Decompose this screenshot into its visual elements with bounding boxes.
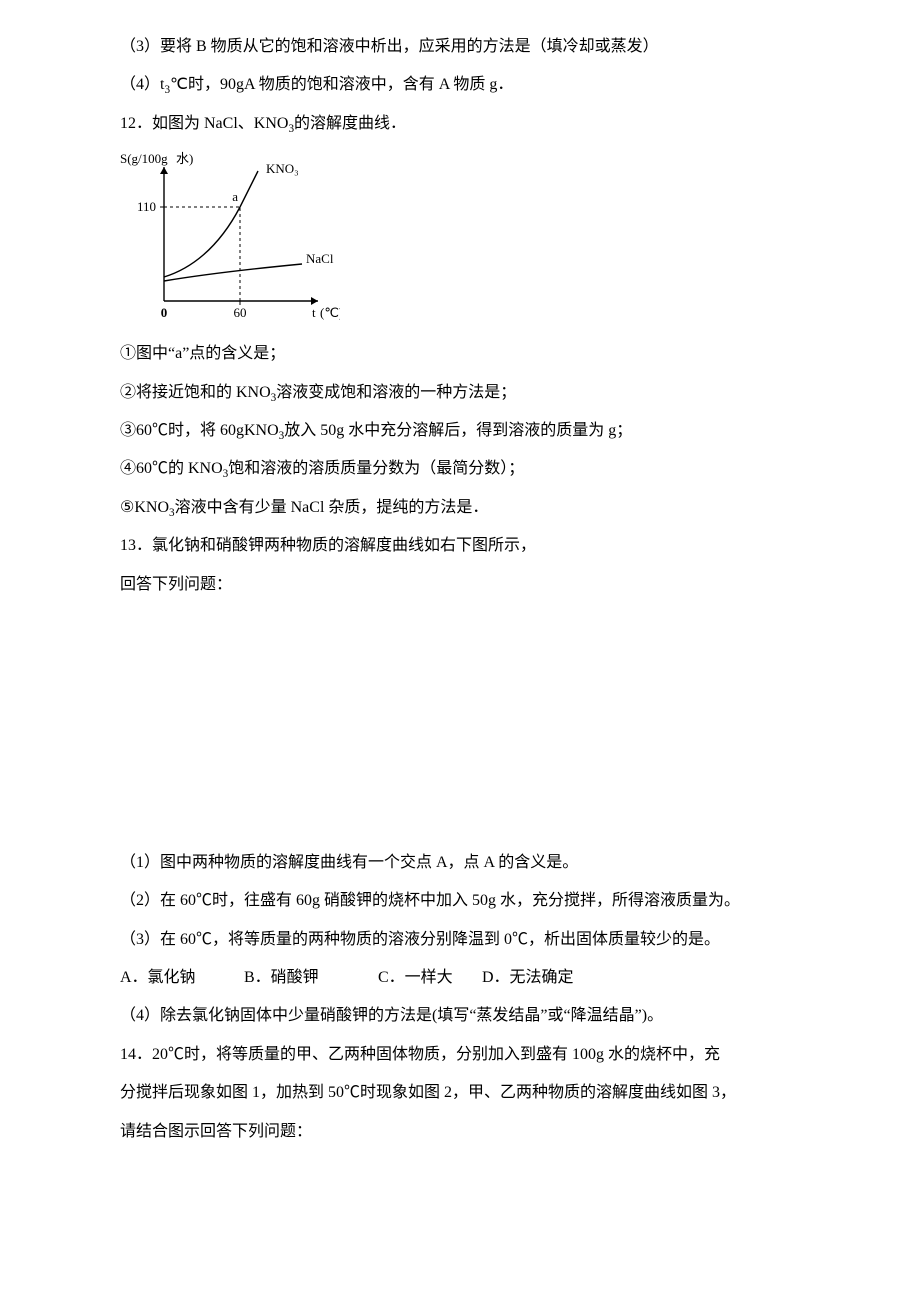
text-line: ②将接近饱和的 KNO3溶液变成饱和溶液的一种方法是； bbox=[120, 374, 800, 412]
svg-text:a: a bbox=[232, 189, 238, 204]
text-fragment: （4）t bbox=[120, 76, 164, 93]
svg-text:t: t bbox=[312, 305, 316, 320]
svg-text:110: 110 bbox=[137, 199, 156, 214]
svg-text:0: 0 bbox=[161, 305, 168, 320]
option-a: A．氯化钠 bbox=[120, 959, 240, 997]
text-line: （3）在 60℃，将等质量的两种物质的溶液分别降温到 0℃，析出固体质量较少的是… bbox=[120, 921, 800, 959]
text-fragment: 溶液中含有少量 NaCl 杂质，提纯的方法是． bbox=[175, 499, 489, 516]
svg-text:60: 60 bbox=[234, 305, 247, 320]
text-fragment: 饱和溶液的溶质质量分数为（最简分数）； bbox=[228, 460, 524, 477]
blank-space bbox=[120, 604, 800, 844]
text-line: ①图中“a”点的含义是； bbox=[120, 335, 800, 373]
text-fragment: 溶液变成饱和溶液的一种方法是； bbox=[276, 384, 516, 401]
text-line: 14．20℃时，将等质量的甲、乙两种固体物质，分别加入到盛有 100g 水的烧杯… bbox=[120, 1036, 800, 1074]
text-line: （4）t3℃时，90gA 物质的饱和溶液中，含有 A 物质 g． bbox=[120, 66, 800, 104]
text-line: ⑤KNO3溶液中含有少量 NaCl 杂质，提纯的方法是． bbox=[120, 489, 800, 527]
svg-text:NaCl: NaCl bbox=[306, 251, 334, 266]
text-line: （2）在 60℃时，往盛有 60g 硝酸钾的烧杯中加入 50g 水，充分搅拌，所… bbox=[120, 882, 800, 920]
options-row: A．氯化钠 B．硝酸钾 C．一样大 D．无法确定 bbox=[120, 959, 800, 997]
text-fragment: 12．如图为 NaCl、KNO bbox=[120, 115, 288, 132]
chart-svg: 110 60 0 a KNO₃ NaCl S(g/100g 水) t (℃) bbox=[120, 149, 340, 329]
svg-text:S(g/100g: S(g/100g bbox=[120, 151, 168, 166]
text-fragment: ②将接近饱和的 KNO bbox=[120, 384, 271, 401]
text-line: （4）除去氯化钠固体中少量硝酸钾的方法是(填写“蒸发结晶”或“降温结晶”)。 bbox=[120, 997, 800, 1035]
svg-text:(℃): (℃) bbox=[320, 305, 340, 320]
option-d: D．无法确定 bbox=[482, 959, 574, 997]
text-line: 分搅拌后现象如图 1，加热到 50℃时现象如图 2，甲、乙两种物质的溶解度曲线如… bbox=[120, 1074, 800, 1112]
text-fragment: ⑤KNO bbox=[120, 499, 169, 516]
svg-text:水): 水) bbox=[176, 151, 193, 166]
text-line: 回答下列问题： bbox=[120, 566, 800, 604]
text-fragment: 的溶解度曲线． bbox=[294, 115, 406, 132]
text-line: ④60℃的 KNO3饱和溶液的溶质质量分数为（最简分数）； bbox=[120, 450, 800, 488]
option-c: C．一样大 bbox=[378, 959, 478, 997]
text-line: 12．如图为 NaCl、KNO3的溶解度曲线． bbox=[120, 105, 800, 143]
text-line: （3）要将 B 物质从它的饱和溶液中析出，应采用的方法是（填冷却或蒸发） bbox=[120, 28, 800, 66]
text-fragment: ④60℃的 KNO bbox=[120, 460, 223, 477]
option-b: B．硝酸钾 bbox=[244, 959, 374, 997]
text-line: 13．氯化钠和硝酸钾两种物质的溶解度曲线如右下图所示， bbox=[120, 527, 800, 565]
text-fragment: ℃时，90gA 物质的饱和溶液中，含有 A 物质 g． bbox=[170, 76, 513, 93]
text-line: ③60℃时，将 60gKNO3放入 50g 水中充分溶解后，得到溶液的质量为 g… bbox=[120, 412, 800, 450]
text-fragment: 放入 50g 水中充分溶解后，得到溶液的质量为 g； bbox=[284, 422, 632, 439]
text-line: （1）图中两种物质的溶解度曲线有一个交点 A，点 A 的含义是。 bbox=[120, 844, 800, 882]
svg-text:KNO₃: KNO₃ bbox=[266, 161, 299, 176]
text-line: 请结合图示回答下列问题： bbox=[120, 1113, 800, 1151]
solubility-chart: 110 60 0 a KNO₃ NaCl S(g/100g 水) t (℃) bbox=[120, 149, 800, 329]
text-fragment: ③60℃时，将 60gKNO bbox=[120, 422, 279, 439]
